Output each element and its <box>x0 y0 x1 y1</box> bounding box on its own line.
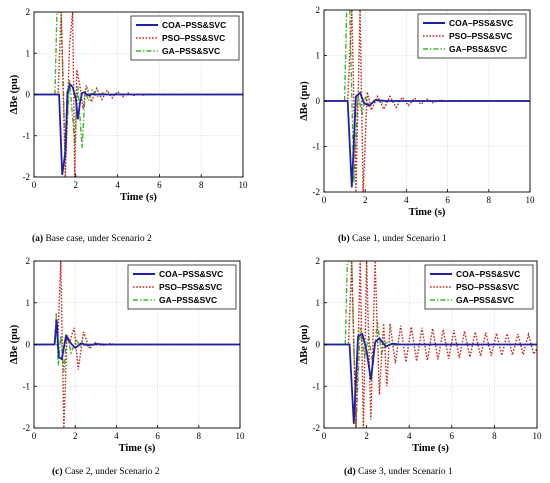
y-tick-label: -2 <box>313 423 321 433</box>
series-line-coa <box>34 82 243 176</box>
legend: COA–PSS&SVC PSO–PSS&SVC GA–PSS&SVC <box>130 15 240 61</box>
y-tick-label: 1 <box>26 298 31 308</box>
y-axis-label: ΔBe (pu) <box>299 324 310 364</box>
y-tick-label: -1 <box>313 142 321 152</box>
legend-label-coa: COA–PSS&SVC <box>162 20 226 30</box>
x-tick-label: 6 <box>157 180 162 190</box>
panel-caption-text: Case 1, under Scenario 1 <box>350 234 447 244</box>
series-line-coa <box>324 332 537 424</box>
x-tick-label: 0 <box>322 431 327 441</box>
y-axis-label: ΔBe (pu) <box>299 81 310 121</box>
panel-caption: (b) Case 1, under Scenario 1 <box>338 233 447 244</box>
x-tick-label: 0 <box>32 431 37 441</box>
panel-caption-text: Case 3, under Scenario 1 <box>356 467 453 477</box>
y-tick-label: 2 <box>26 256 31 266</box>
chart-panel-3: 0 2 4 6 8 10 -2 -1 0 1 2 Time (s) ΔBe (pu) COA–PSS&SV… <box>9 256 245 477</box>
y-tick-label: -2 <box>313 187 321 197</box>
legend: COA–PSS&SVC PSO–PSS&SVC GA–PSS&SVC <box>127 264 237 310</box>
panel-caption: (d) Case 3, under Scenario 1 <box>344 466 453 477</box>
y-axis-label: ΔBe (pu) <box>9 74 20 114</box>
y-axis-label: ΔBe (pu) <box>9 324 20 364</box>
x-axis-label: Time (s) <box>120 192 157 203</box>
x-tick-label: 0 <box>32 180 37 190</box>
y-tick-label: -1 <box>23 131 31 141</box>
legend-label-pso: PSO–PSS&SVC <box>159 282 222 292</box>
x-tick-label: 2 <box>74 180 79 190</box>
y-tick-label: 1 <box>26 48 31 58</box>
x-tick-label: 4 <box>114 431 119 441</box>
series-line-coa <box>324 91 530 188</box>
legend: COA–PSS&SVC PSO–PSS&SVC GA–PSS&SVC <box>417 13 527 59</box>
legend-label-ga: GA–PSS&SVC <box>449 44 507 54</box>
x-tick-label: 8 <box>487 195 492 205</box>
y-tick-label: -1 <box>23 381 31 391</box>
y-tick-label: 0 <box>316 340 321 350</box>
legend-label-ga: GA–PSS&SVC <box>162 46 220 56</box>
y-tick-label: 0 <box>316 96 321 106</box>
legend-label-pso: PSO–PSS&SVC <box>456 282 519 292</box>
legend-label-ga: GA–PSS&SVC <box>159 295 217 305</box>
x-tick-label: 4 <box>404 195 409 205</box>
y-tick-label: -2 <box>23 423 31 433</box>
panel-caption: (c) Case 2, under Scenario 2 <box>52 466 160 477</box>
x-tick-label: 0 <box>322 195 327 205</box>
y-tick-label: -2 <box>23 172 31 182</box>
x-tick-label: 6 <box>155 431 160 441</box>
x-tick-label: 4 <box>407 431 412 441</box>
legend-label-coa: COA–PSS&SVC <box>456 269 520 279</box>
legend-label-pso: PSO–PSS&SVC <box>449 31 512 41</box>
legend-label-coa: COA–PSS&SVC <box>159 269 223 279</box>
panel-caption-text: Case 2, under Scenario 2 <box>63 467 160 477</box>
chart-panel-4: 0 2 4 6 8 10 -2 -1 0 1 2 Time (s) ΔBe (pu) COA–PSS&SV… <box>299 256 542 477</box>
x-tick-label: 10 <box>533 431 543 441</box>
x-tick-label: 10 <box>526 195 536 205</box>
x-axis-label: Time (s) <box>409 207 446 218</box>
x-tick-label: 2 <box>73 431 78 441</box>
x-tick-label: 8 <box>197 431 202 441</box>
series-line-pso <box>34 12 243 177</box>
y-tick-label: 2 <box>26 7 31 17</box>
x-axis-label: Time (s) <box>412 443 449 454</box>
y-tick-label: 2 <box>316 5 321 15</box>
x-tick-label: 2 <box>364 431 369 441</box>
y-tick-label: 2 <box>316 256 321 266</box>
legend-label-coa: COA–PSS&SVC <box>449 18 513 28</box>
panel-caption-letter: (c) <box>52 466 63 477</box>
x-tick-label: 6 <box>450 431 455 441</box>
y-tick-label: 0 <box>26 90 31 100</box>
legend: COA–PSS&SVC PSO–PSS&SVC GA–PSS&SVC <box>424 264 534 310</box>
panel-caption-letter: (a) <box>32 233 43 244</box>
x-axis-label: Time (s) <box>119 443 156 454</box>
x-tick-label: 2 <box>363 195 368 205</box>
panel-caption-letter: (b) <box>338 233 350 244</box>
x-tick-label: 8 <box>492 431 497 441</box>
x-tick-label: 4 <box>115 180 120 190</box>
legend-label-pso: PSO–PSS&SVC <box>162 33 225 43</box>
panel-caption: (a) Base case, under Scenario 2 <box>32 233 152 244</box>
panel-caption-text: Base case, under Scenario 2 <box>43 234 152 244</box>
chart-panel-1: 0 2 4 6 8 10 -2 -1 0 1 2 Time (s) ΔBe (pu) COA–PSS&SV… <box>9 7 248 244</box>
y-tick-label: 1 <box>316 298 321 308</box>
x-tick-label: 6 <box>445 195 450 205</box>
x-tick-label: 10 <box>239 180 249 190</box>
series-line-coa <box>34 319 240 361</box>
chart-panel-2: 0 2 4 6 8 10 -2 -1 0 1 2 Time (s) ΔBe (pu) COA–PSS&SV… <box>299 5 535 244</box>
y-tick-label: 1 <box>316 51 321 61</box>
y-tick-label: -1 <box>313 381 321 391</box>
x-tick-label: 8 <box>199 180 204 190</box>
legend-label-ga: GA–PSS&SVC <box>456 295 514 305</box>
panel-caption-letter: (d) <box>344 466 356 477</box>
x-tick-label: 10 <box>236 431 246 441</box>
y-tick-label: 0 <box>26 340 31 350</box>
